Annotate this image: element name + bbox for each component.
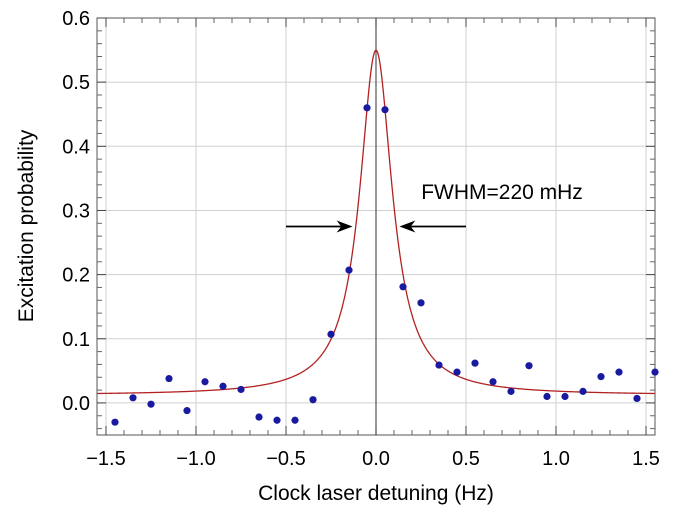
data-point [651, 368, 659, 376]
y-tick-label: 0.4 [62, 136, 90, 158]
y-tick-label: 0.6 [62, 8, 90, 30]
data-point [633, 394, 641, 403]
fit-curve-group [96, 49, 656, 395]
y-tick-label: 0.2 [62, 265, 90, 287]
data-point [507, 387, 515, 395]
data-point [471, 359, 479, 367]
data-point [453, 368, 461, 376]
data-point [525, 362, 533, 370]
y-tick-label: 0.5 [62, 72, 90, 94]
data-point [579, 387, 587, 395]
data-point [345, 266, 353, 274]
data-point [219, 382, 227, 390]
data-point [417, 299, 425, 307]
data-point [435, 361, 443, 369]
fwhm-annotation: FWHM=220 mHz [421, 181, 583, 204]
data-point [399, 283, 407, 291]
data-point [615, 368, 623, 376]
x-tick-label: −1.0 [176, 448, 215, 470]
x-tick-label: 1.0 [542, 448, 570, 470]
data-point [291, 416, 299, 424]
data-point [381, 106, 389, 114]
fit-curve [96, 49, 656, 395]
x-tick-label: −0.5 [266, 448, 305, 470]
fwhm-arrows [286, 220, 466, 233]
data-point [129, 394, 137, 402]
y-tick-label: 0.1 [62, 329, 90, 351]
data-point [165, 374, 173, 383]
data-points [111, 104, 659, 426]
data-point [237, 385, 245, 394]
y-tick-label: 0.0 [62, 393, 90, 415]
x-tick-label: 1.5 [632, 448, 660, 470]
data-point [147, 400, 155, 408]
data-point [309, 396, 317, 404]
ticks: −1.5 −1.0 −0.5 0.0 0.5 1.0 1.5 0.0 0.1 0.2 0.3 0.4 0… [62, 8, 660, 470]
data-point [561, 392, 569, 401]
arrow-head [399, 220, 416, 233]
data-point [255, 413, 263, 421]
data-point [489, 378, 497, 386]
x-tick-label: 0.0 [362, 448, 390, 470]
data-point [597, 373, 605, 381]
data-point [201, 378, 209, 386]
data-point [327, 330, 335, 338]
data-point [183, 407, 191, 415]
x-tick-label: −1.5 [86, 448, 125, 470]
y-axis-label: Excitation probability [15, 129, 38, 322]
x-tick-label: 0.5 [452, 448, 480, 470]
data-point [111, 418, 119, 426]
data-point [273, 416, 281, 424]
arrow-head [336, 220, 353, 233]
x-axis-label: Clock laser detuning (Hz) [258, 482, 494, 505]
y-tick-label: 0.3 [62, 200, 90, 222]
data-point [363, 104, 371, 112]
data-point [543, 392, 551, 401]
